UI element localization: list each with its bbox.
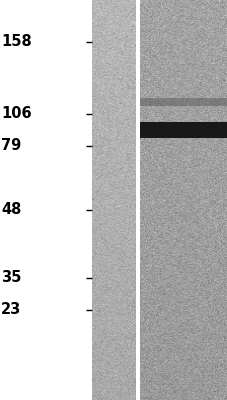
Text: 158: 158 [1,34,32,50]
Bar [135,0,137,400]
Text: 106: 106 [1,106,32,122]
Bar [140,122,227,138]
Text: 79: 79 [1,138,21,154]
Text: 23: 23 [1,302,21,318]
Bar [140,98,227,106]
Text: 48: 48 [1,202,21,218]
Text: 35: 35 [1,270,21,286]
